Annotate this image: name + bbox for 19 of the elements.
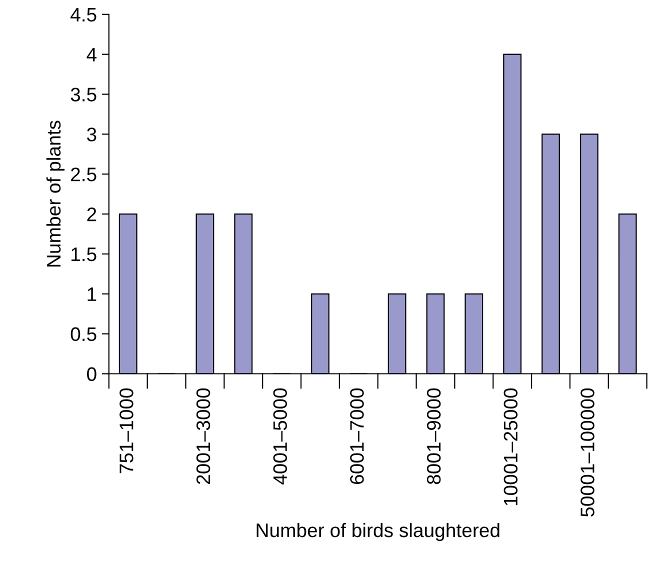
x-tick-label: 2001–3000	[196, 388, 210, 484]
y-tick-label: 4.5	[70, 8, 96, 22]
y-tick-label: 1	[88, 288, 96, 301]
y-tick-label: 1.5	[72, 248, 96, 262]
y-tick-label: 2	[87, 207, 96, 222]
y-tick-label: 4	[86, 48, 97, 62]
y-axis-title: Number of plants	[46, 120, 65, 266]
y-tick-label: 3.5	[70, 88, 96, 102]
x-tick-label: 8001–9000	[426, 388, 441, 484]
x-axis-title: Number of birds slaughtered	[256, 522, 500, 542]
y-tick-label: 0	[87, 367, 96, 381]
x-tick-label: 751–1000	[120, 388, 134, 474]
x-tick-label: 6001–7000	[350, 388, 364, 484]
y-tick-label: 0.5	[70, 327, 96, 342]
y-tick-label: 2.5	[71, 168, 96, 182]
x-tick-label: 10001–25000	[504, 388, 518, 506]
y-tick-label: 3	[87, 128, 96, 142]
x-tick-label: 50001–100000	[580, 388, 594, 517]
x-tick-label: 4001–5000	[273, 388, 288, 485]
